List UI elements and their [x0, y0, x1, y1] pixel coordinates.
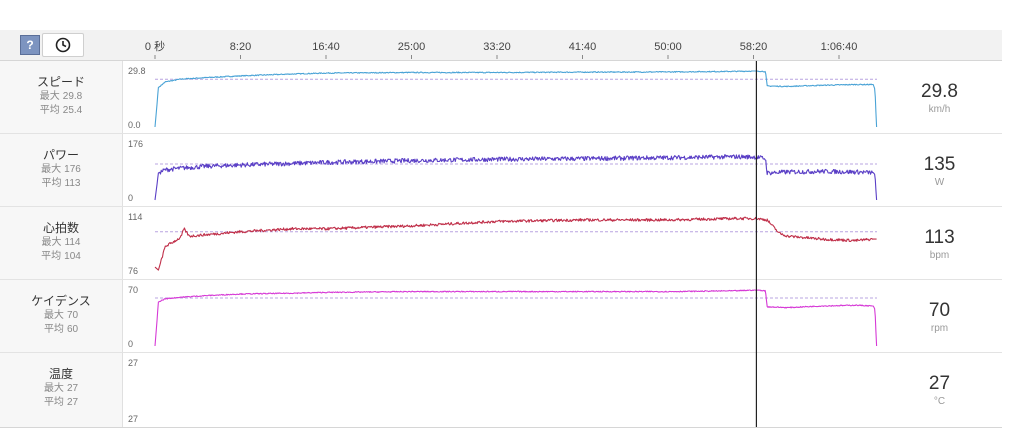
- row-divider: [0, 206, 1002, 207]
- metric-label-panel: 温度 最大 27 平均 27: [0, 353, 123, 427]
- metric-row-temperature: 温度 最大 27 平均 27 27 °C: [0, 353, 1002, 427]
- row-divider: [0, 279, 1002, 280]
- metric-avg: 平均 113: [41, 178, 81, 189]
- time-tick-label: 1:06:40: [821, 41, 858, 53]
- metric-avg: 平均 27: [43, 397, 79, 408]
- metric-name: スピード: [36, 75, 85, 89]
- y-axis-min-label: 0: [128, 339, 133, 349]
- metric-row-heart-rate: 心拍数 最大 114 平均 104 113 bpm: [0, 207, 1002, 279]
- y-axis-max-label: 176: [128, 139, 143, 149]
- metric-current-panel: 113 bpm: [877, 207, 1002, 279]
- time-tick-label: 16:40: [312, 41, 340, 53]
- metric-charts[interactable]: 29.8 0.0 176 0 114 76 70 0 27 27: [0, 0, 1002, 437]
- metric-avg: 平均 60: [43, 324, 79, 335]
- metric-current-value: 27: [928, 373, 951, 394]
- y-axis-min-label: 76: [128, 266, 138, 276]
- y-axis-max-label: 114: [128, 212, 142, 222]
- metric-label-panel: ケイデンス 最大 70 平均 60: [0, 280, 123, 352]
- y-axis-max-label: 29.8: [128, 66, 146, 76]
- metric-max: 最大 29.8: [39, 91, 83, 102]
- metric-label-panel: パワー 最大 176 平均 113: [0, 134, 123, 206]
- time-tick-label: 58:20: [740, 41, 768, 53]
- time-tick-label: 33:20: [483, 41, 511, 53]
- time-tick-label: 41:40: [569, 41, 597, 53]
- metric-max: 最大 27: [43, 383, 79, 394]
- metric-label-panel: 心拍数 最大 114 平均 104: [0, 207, 123, 279]
- metric-avg: 平均 104: [41, 251, 81, 262]
- metric-row-power: パワー 最大 176 平均 113 135 W: [0, 134, 1002, 206]
- y-axis-min-label: 0: [128, 193, 133, 203]
- metric-unit: °C: [933, 396, 946, 407]
- series-line-power: [154, 154, 878, 201]
- time-tick-label: 8:20: [230, 41, 251, 53]
- metric-avg: 平均 25.4: [39, 105, 83, 116]
- time-tick-label: 50:00: [654, 41, 682, 53]
- metric-max: 最大 114: [41, 237, 81, 248]
- time-tick-label: 0 秒: [145, 39, 165, 53]
- help-icon[interactable]: ?: [20, 35, 40, 55]
- row-divider: [0, 352, 1002, 353]
- row-divider: [0, 427, 1002, 428]
- metric-name: ケイデンス: [31, 294, 91, 308]
- metric-label-panel: スピード 最大 29.8 平均 25.4: [0, 61, 123, 133]
- metric-max: 最大 176: [41, 164, 81, 175]
- metric-name: パワー: [42, 148, 79, 162]
- chart-toolbar: ?: [0, 30, 1002, 61]
- metric-current-panel: 27 °C: [877, 353, 1002, 427]
- metric-current-value: 29.8: [921, 81, 958, 102]
- y-axis-min-label: 0.0: [128, 120, 141, 130]
- metric-row-speed: スピード 最大 29.8 平均 25.4 29.8 km/h: [0, 61, 1002, 133]
- metric-current-panel: 135 W: [877, 134, 1002, 206]
- metric-current-value: 135: [923, 154, 956, 175]
- time-tick-label: 25:00: [398, 41, 426, 53]
- y-axis-min-label: 27: [128, 414, 138, 424]
- metric-unit: km/h: [928, 104, 951, 115]
- row-divider: [0, 133, 1002, 134]
- metric-current-panel: 29.8 km/h: [877, 61, 1002, 133]
- y-axis-max-label: 70: [128, 285, 138, 295]
- metric-max: 最大 70: [43, 310, 79, 321]
- metric-unit: rpm: [930, 323, 949, 334]
- metric-unit: bpm: [929, 250, 950, 261]
- metric-unit: W: [934, 177, 945, 188]
- metric-current-panel: 70 rpm: [877, 280, 1002, 352]
- clock-icon: [55, 37, 71, 53]
- time-axis: 0 秒 8:20 16:40 25:00 33:20 41:40 50:00 58:20 1:0…: [145, 39, 858, 59]
- metric-current-value: 113: [924, 227, 955, 248]
- metric-current-value: 70: [928, 300, 951, 321]
- metric-name: 温度: [48, 367, 73, 381]
- time-axis-toggle-button[interactable]: [42, 33, 84, 57]
- series-line-heart_rate: [154, 216, 877, 271]
- metric-name: 心拍数: [42, 221, 79, 235]
- metric-row-cadence: ケイデンス 最大 70 平均 60 70 rpm: [0, 280, 1002, 352]
- y-axis-max-label: 27: [128, 358, 138, 368]
